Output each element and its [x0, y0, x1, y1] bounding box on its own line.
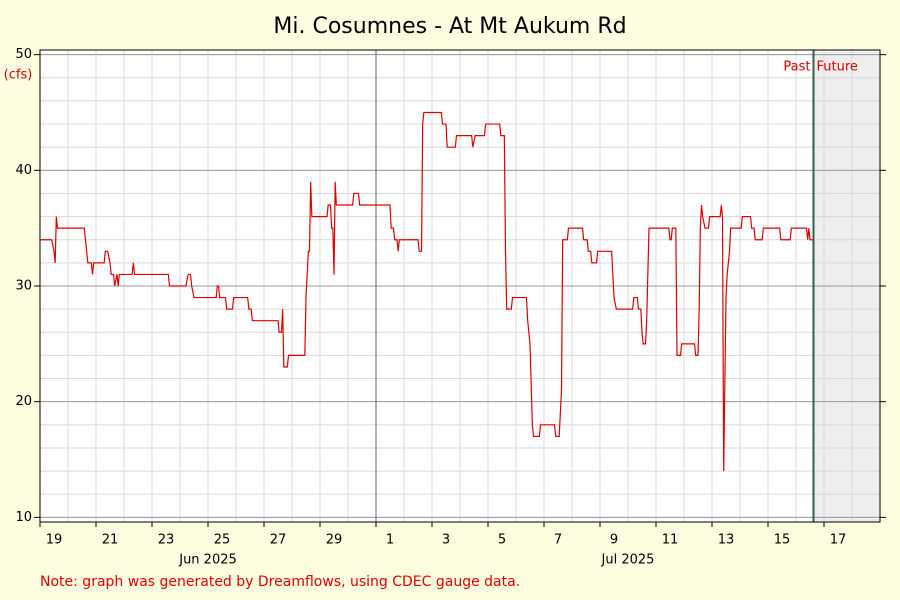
- y-tick-label: 30: [15, 279, 32, 294]
- x-tick-label: 27: [270, 533, 287, 548]
- flow-line: [40, 111, 814, 472]
- x-tick-label: 11: [662, 533, 679, 548]
- x-tick-label: 23: [158, 533, 175, 548]
- y-tick-label: 10: [15, 510, 32, 525]
- plot-frame: [39, 49, 881, 523]
- x-tick-label: 3: [442, 533, 450, 548]
- y-axis-label: (cfs): [4, 68, 33, 83]
- past-label: Past: [783, 60, 810, 75]
- y-tick-label: 20: [15, 394, 32, 409]
- future-label: Future: [817, 60, 858, 75]
- month-label: Jun 2025: [178, 553, 237, 568]
- x-tick-label: 15: [774, 533, 791, 548]
- y-tick-label: 40: [15, 163, 32, 178]
- x-tick-label: 25: [214, 533, 231, 548]
- x-tick-label: 17: [830, 533, 847, 548]
- x-tick-label: 5: [498, 533, 506, 548]
- chart-title: Mi. Cosumnes - At Mt Aukum Rd: [273, 14, 626, 39]
- x-tick-label: 9: [610, 533, 618, 548]
- x-tick-label: 29: [326, 533, 343, 548]
- x-tick-label: 13: [718, 533, 735, 548]
- x-tick-label: 21: [102, 533, 119, 548]
- x-tick-label: 19: [46, 533, 63, 548]
- y-tick-label: 50: [15, 47, 32, 62]
- note: Note: graph was generated by Dreamflows,…: [40, 574, 520, 590]
- x-tick-label: 7: [554, 533, 562, 548]
- month-label: Jul 2025: [601, 553, 655, 568]
- x-tick-label: 1: [386, 533, 394, 548]
